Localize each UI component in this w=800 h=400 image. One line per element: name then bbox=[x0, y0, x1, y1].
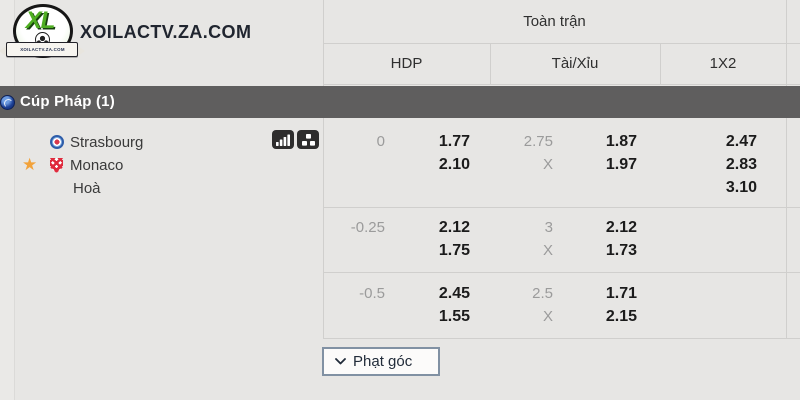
home-team-name: Strasbourg bbox=[70, 134, 144, 151]
divider bbox=[323, 43, 800, 44]
divider bbox=[490, 43, 491, 84]
divider bbox=[323, 272, 800, 273]
header-hdp: HDP bbox=[390, 55, 423, 72]
blocks-icon bbox=[301, 133, 315, 146]
odds-cell[interactable]: 2.12 bbox=[438, 219, 470, 236]
divider bbox=[323, 84, 800, 85]
odds-cell[interactable]: 1.97 bbox=[605, 156, 637, 173]
away-team-crest-icon bbox=[50, 158, 63, 173]
over-under-line: 2.5 X bbox=[532, 285, 553, 325]
draw-label: Hoà bbox=[73, 180, 101, 197]
divider bbox=[660, 43, 661, 84]
stats-button[interactable] bbox=[272, 130, 294, 149]
odds-cell[interactable]: 1.75 bbox=[438, 242, 470, 259]
home-team-crest-icon bbox=[50, 135, 64, 149]
chevron-down-icon bbox=[335, 358, 346, 365]
logo-ribbon-text: XOILACTV.ZA.COM bbox=[19, 47, 65, 52]
logo-monogram: XL bbox=[25, 7, 56, 34]
odds-cell[interactable]: 2.12 bbox=[605, 219, 637, 236]
divider bbox=[786, 0, 787, 338]
lineup-button[interactable] bbox=[297, 130, 319, 149]
handicap-odds: 2.45 1.55 bbox=[390, 282, 470, 328]
league-bar[interactable]: Cúp Pháp (1) bbox=[0, 86, 800, 118]
handicap-line: 0 bbox=[376, 133, 385, 150]
over-under-odds: 1.71 2.15 bbox=[557, 282, 637, 328]
handicap-line: -0.5 bbox=[359, 285, 385, 302]
header-full-match: Toàn trận bbox=[523, 13, 586, 30]
divider bbox=[14, 0, 15, 400]
odds-cell[interactable]: 1.87 bbox=[605, 133, 637, 150]
odds-cell[interactable]: 2.15 bbox=[605, 308, 637, 325]
handicap-odds: 2.12 1.75 bbox=[390, 216, 470, 262]
favorite-star-icon[interactable]: ★ bbox=[22, 155, 38, 174]
odds-cell[interactable]: 1.73 bbox=[605, 242, 637, 259]
league-badge-icon bbox=[0, 95, 15, 110]
odds-cell[interactable]: 2.10 bbox=[438, 156, 470, 173]
away-team-name: Monaco bbox=[70, 157, 124, 174]
corners-toggle-button[interactable]: Phạt góc bbox=[322, 347, 440, 376]
site-logo[interactable]: XL XOILACTV.ZA.COM bbox=[0, 4, 85, 60]
one-x-two-odds: 2.47 2.83 3.10 bbox=[677, 130, 757, 199]
odds-cell[interactable]: 2.45 bbox=[438, 285, 470, 302]
odds-cell[interactable]: 1.77 bbox=[438, 133, 470, 150]
site-title: XOILACTV.ZA.COM bbox=[80, 22, 252, 42]
league-name: Cúp Pháp (1) bbox=[20, 93, 115, 110]
over-under-line: 3 X bbox=[542, 219, 553, 259]
logo-ribbon: XOILACTV.ZA.COM bbox=[0, 42, 85, 57]
corners-button-label: Phạt góc bbox=[353, 353, 413, 370]
handicap-line: -0.25 bbox=[350, 219, 385, 236]
site-brand[interactable]: XL XOILACTV.ZA.COM XOILACTV.ZA.COM bbox=[0, 2, 308, 62]
divider bbox=[323, 207, 800, 208]
divider bbox=[323, 338, 800, 339]
odds-cell[interactable]: 2.83 bbox=[725, 156, 757, 173]
handicap-odds: 1.77 2.10 bbox=[390, 130, 470, 176]
divider bbox=[323, 0, 324, 338]
odds-cell[interactable]: 1.55 bbox=[438, 308, 470, 325]
over-under-odds: 1.87 1.97 bbox=[557, 130, 637, 176]
odds-cell[interactable]: 2.47 bbox=[725, 133, 757, 150]
header-1x2: 1X2 bbox=[709, 55, 737, 72]
over-under-line: 2.75 X bbox=[523, 133, 553, 173]
odds-cell[interactable]: 1.71 bbox=[605, 285, 637, 302]
header-over-under: Tài/Xỉu bbox=[551, 55, 599, 72]
bar-chart-icon bbox=[276, 134, 290, 146]
odds-cell[interactable]: 3.10 bbox=[725, 179, 757, 196]
over-under-odds: 2.12 1.73 bbox=[557, 216, 637, 262]
